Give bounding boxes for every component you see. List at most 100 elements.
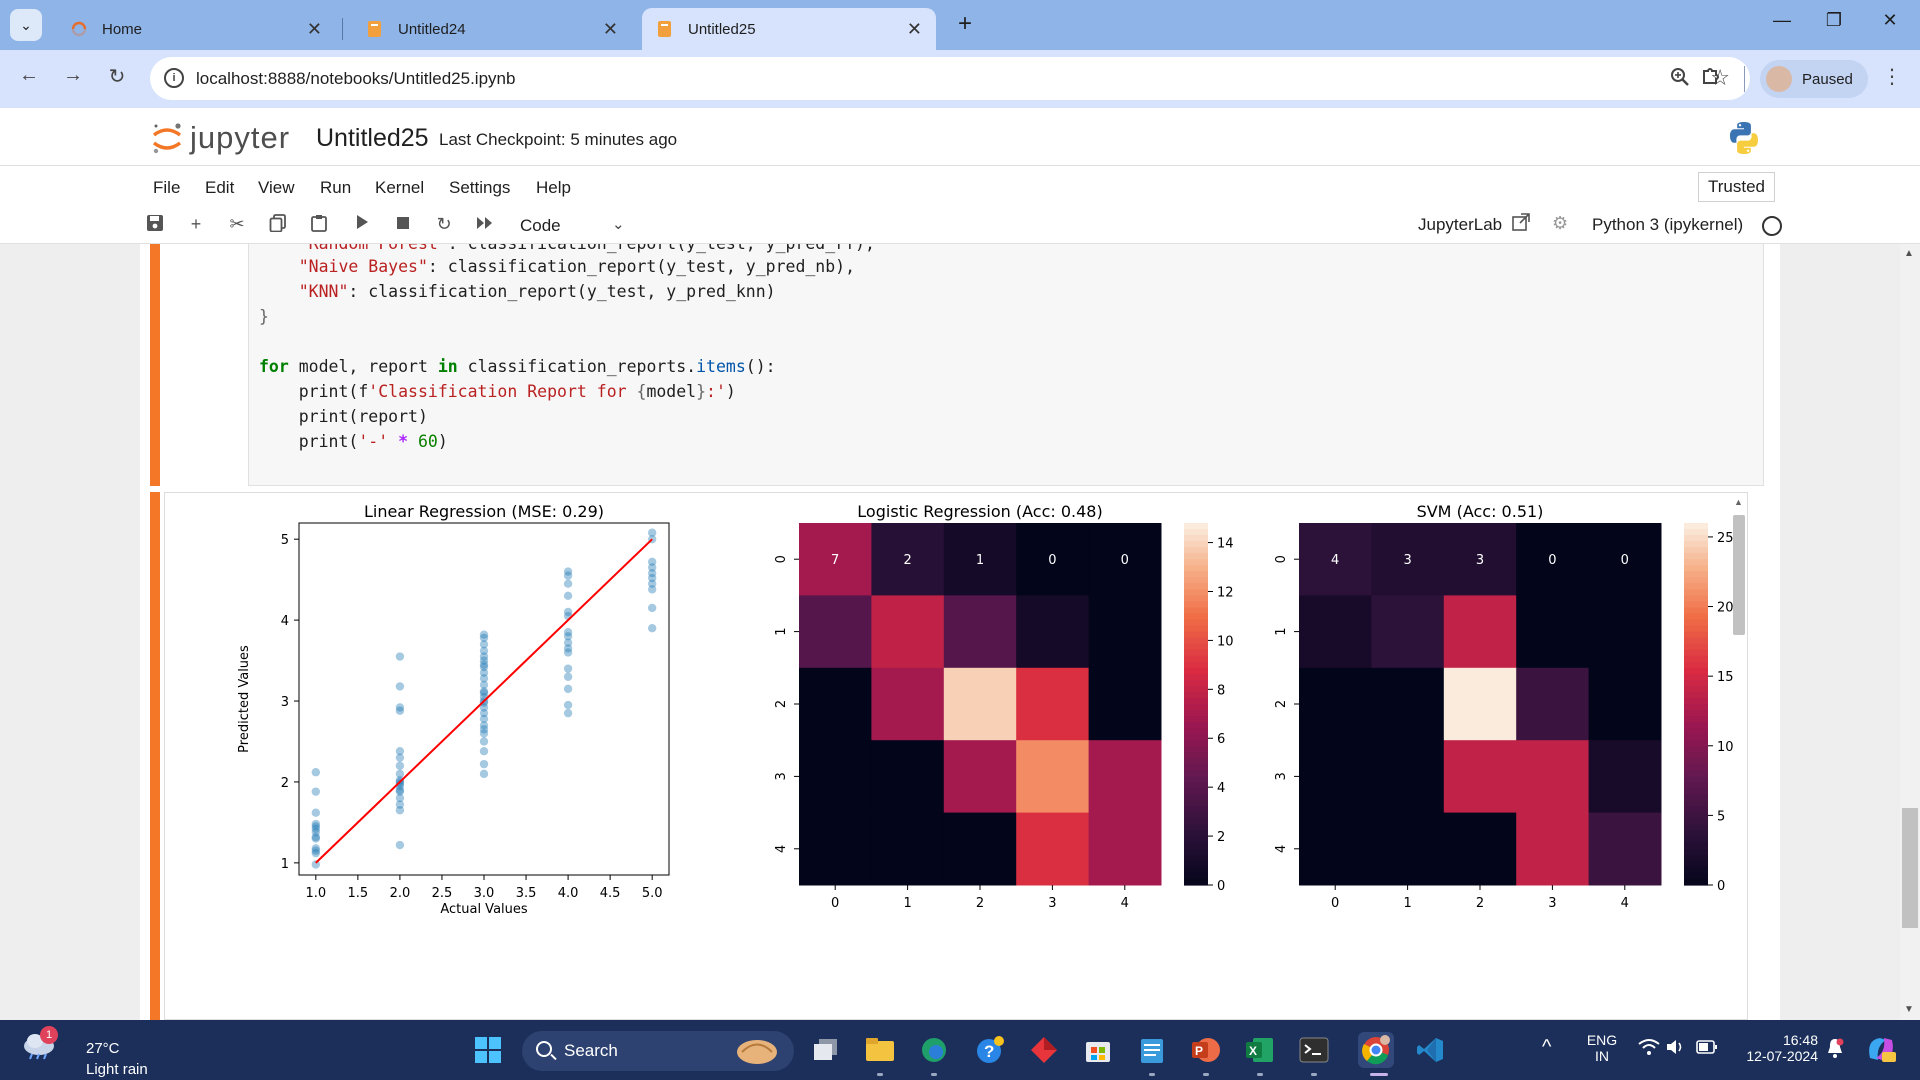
battery-icon[interactable] xyxy=(1696,1040,1718,1057)
fast-forward-icon[interactable] xyxy=(473,214,497,235)
paste-icon[interactable] xyxy=(307,214,331,237)
page-scrollbar-thumb[interactable] xyxy=(1902,808,1918,928)
colorbar-segment xyxy=(1184,619,1208,627)
output-scrollbar[interactable]: ▲ xyxy=(1731,497,1745,1017)
red-app-icon[interactable] xyxy=(1026,1032,1062,1068)
kernel-gear-icon: ⚙ xyxy=(1552,213,1569,233)
jupyter-logo[interactable]: jupyter xyxy=(150,120,290,156)
restart-icon[interactable]: ↻ xyxy=(436,214,452,234)
task-view-icon[interactable] xyxy=(808,1032,844,1068)
edge-browser-icon[interactable] xyxy=(916,1032,952,1068)
stop-icon[interactable] xyxy=(391,214,415,235)
chevron-down-icon[interactable]: ⌄ xyxy=(612,216,625,233)
vscode-icon[interactable] xyxy=(1412,1032,1448,1068)
output-scrollbar-thumb[interactable] xyxy=(1733,515,1745,635)
taskbar-search[interactable]: Search xyxy=(522,1031,794,1071)
extensions-puzzle-icon[interactable] xyxy=(1700,64,1722,92)
notepad-icon[interactable] xyxy=(1134,1032,1170,1068)
code-cell-editor[interactable]: "Random Forest": classification_report(y… xyxy=(248,244,1764,486)
heatmap-cell xyxy=(1016,667,1090,741)
menu-view[interactable]: View xyxy=(258,178,295,197)
file-explorer-icon[interactable] xyxy=(862,1032,898,1068)
menu-file[interactable]: File xyxy=(153,178,181,197)
excel-icon[interactable]: X xyxy=(1242,1032,1278,1068)
scatter-point xyxy=(479,714,489,724)
scroll-up-icon[interactable]: ▲ xyxy=(1904,248,1914,259)
minimize-icon[interactable]: — xyxy=(1773,10,1791,30)
weather-widget[interactable]: 1 27°C Light rain xyxy=(22,1026,148,1078)
microsoft-store-icon[interactable] xyxy=(1080,1032,1116,1068)
tab-home[interactable]: Home ✕ xyxy=(56,8,336,50)
profile-button[interactable]: Paused xyxy=(1760,60,1868,98)
trusted-badge[interactable]: Trusted xyxy=(1698,172,1776,202)
jupyter-wordmark: jupyter xyxy=(190,120,291,155)
restore-icon[interactable]: ❐ xyxy=(1825,10,1843,30)
colorbar-tick-label: 10 xyxy=(1717,740,1734,755)
tab-search-button[interactable]: ⌄ xyxy=(10,9,42,41)
x-tick-label: 3.5 xyxy=(516,886,537,901)
colorbar-segment xyxy=(1684,547,1708,554)
scatter-point xyxy=(479,703,489,712)
colorbar-segment xyxy=(1184,764,1208,771)
menu-kernel[interactable]: Kernel xyxy=(375,178,425,197)
terminal-icon[interactable] xyxy=(1296,1032,1332,1068)
cell-type-select[interactable]: Code xyxy=(520,216,561,235)
menu-settings[interactable]: Settings xyxy=(449,178,511,197)
scroll-down-icon[interactable]: ▼ xyxy=(1904,1004,1914,1015)
menu-run[interactable]: Run xyxy=(320,178,352,197)
address-bar[interactable]: i localhost:8888/notebooks/Untitled25.ip… xyxy=(150,57,1750,100)
x-tick-label: 1.5 xyxy=(348,886,369,901)
jupyterlab-link[interactable]: JupyterLab xyxy=(1418,215,1503,234)
colorbar-segment xyxy=(1184,595,1208,603)
show-hidden-icons-chevron-icon[interactable]: ^ xyxy=(1542,1036,1552,1058)
notification-bell-icon[interactable] xyxy=(1826,1038,1844,1061)
new-tab-plus-icon[interactable]: + xyxy=(957,10,972,37)
reload-icon[interactable]: ↻ xyxy=(108,66,126,88)
heatmap-cell xyxy=(871,523,945,596)
powerpoint-icon[interactable]: P xyxy=(1188,1032,1224,1068)
menu-help[interactable]: Help xyxy=(536,178,571,197)
notebook-title[interactable]: Untitled25 xyxy=(316,124,429,152)
more-menu-icon[interactable]: ⋮ xyxy=(1882,66,1902,88)
tab-untitled24[interactable]: Untitled24 ✕ xyxy=(352,8,632,50)
run-icon[interactable] xyxy=(350,214,374,235)
volume-icon[interactable] xyxy=(1666,1038,1686,1059)
colorbar-segment xyxy=(1684,523,1708,530)
wifi-icon[interactable] xyxy=(1638,1038,1660,1059)
scatter-point xyxy=(647,585,657,594)
colorbar-segment xyxy=(1184,535,1208,542)
language-indicator[interactable]: ENG IN xyxy=(1585,1032,1619,1064)
copy-icon[interactable] xyxy=(266,214,290,237)
external-link-icon[interactable] xyxy=(1512,213,1530,236)
close-icon[interactable]: ✕ xyxy=(306,18,322,39)
windows-start-icon[interactable] xyxy=(470,1032,506,1068)
back-arrow-icon[interactable]: ← xyxy=(19,64,39,86)
zoom-icon[interactable] xyxy=(1670,67,1690,92)
page-scrollbar[interactable]: ▲ ▼ xyxy=(1900,244,1920,1020)
clock[interactable]: 16:48 12-07-2024 xyxy=(1732,1032,1818,1064)
cell-annotation: 2 xyxy=(903,553,911,568)
site-info-icon[interactable]: i xyxy=(164,68,184,88)
colorbar-segment xyxy=(1684,722,1708,729)
heatmap-cell xyxy=(1588,812,1662,886)
add-cell-icon[interactable]: + xyxy=(190,214,202,234)
close-icon[interactable]: ✕ xyxy=(602,18,618,39)
save-icon[interactable] xyxy=(143,214,167,237)
help-icon[interactable]: ? xyxy=(972,1032,1008,1068)
url-text[interactable]: localhost:8888/notebooks/Untitled25.ipyn… xyxy=(196,69,516,88)
copilot-icon[interactable] xyxy=(1864,1032,1898,1069)
chrome-icon[interactable] xyxy=(1358,1032,1394,1068)
tab-untitled25[interactable]: Untitled25 ✕ xyxy=(642,8,936,50)
colorbar-tick-label: 0 xyxy=(1717,879,1725,894)
scatter-point xyxy=(311,834,321,843)
cut-icon[interactable]: ✂ xyxy=(229,214,245,234)
close-icon[interactable]: ✕ xyxy=(906,18,922,39)
forward-arrow-icon[interactable]: → xyxy=(63,64,83,86)
window-close-icon[interactable]: ✕ xyxy=(1882,10,1898,30)
colorbar-segment xyxy=(1184,601,1208,609)
colorbar-segment xyxy=(1184,734,1208,741)
scatter-point xyxy=(395,769,405,779)
kernel-name[interactable]: Python 3 (ipykernel) xyxy=(1592,215,1744,234)
menu-edit[interactable]: Edit xyxy=(205,178,235,197)
